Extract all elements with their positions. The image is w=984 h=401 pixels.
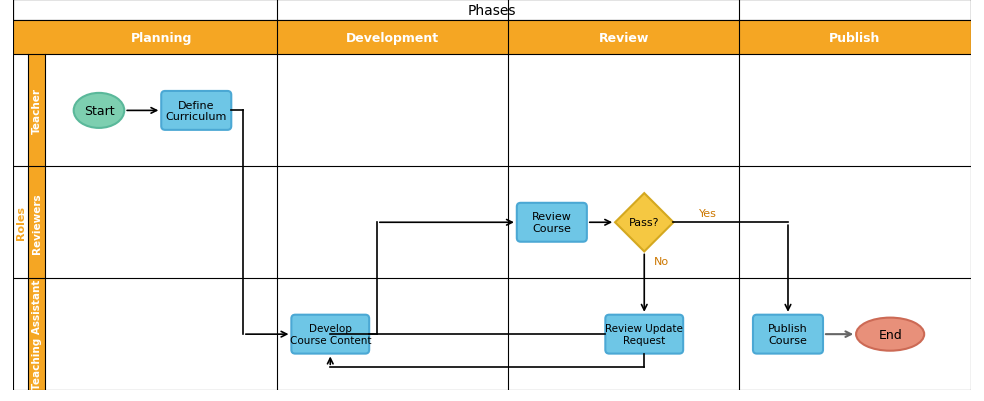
Text: Development: Development [345, 32, 439, 45]
Ellipse shape [74, 94, 124, 129]
Bar [14, 21, 970, 55]
Text: Phases: Phases [467, 4, 517, 18]
Text: Planning: Planning [131, 32, 192, 45]
Text: Teaching Assistant: Teaching Assistant [31, 279, 41, 389]
Text: Yes: Yes [699, 208, 716, 218]
Text: Publish: Publish [830, 32, 881, 45]
Bar [28, 279, 45, 390]
Text: Roles: Roles [16, 206, 26, 240]
Bar [14, 0, 970, 21]
Text: No: No [654, 257, 669, 267]
FancyBboxPatch shape [753, 315, 823, 354]
FancyBboxPatch shape [605, 315, 683, 354]
Text: Review Update
Request: Review Update Request [605, 324, 683, 345]
Ellipse shape [856, 318, 924, 351]
Polygon shape [615, 194, 673, 252]
Text: Develop
Course Content: Develop Course Content [289, 324, 371, 345]
Text: Publish
Course: Publish Course [769, 324, 808, 345]
FancyBboxPatch shape [161, 92, 231, 130]
Text: Start: Start [84, 105, 114, 117]
Text: Reviewers: Reviewers [31, 192, 41, 253]
FancyBboxPatch shape [291, 315, 369, 354]
Text: Review
Course: Review Course [532, 212, 572, 233]
Text: Pass?: Pass? [629, 218, 659, 228]
Text: Define
Curriculum: Define Curriculum [165, 100, 227, 122]
FancyBboxPatch shape [517, 203, 586, 242]
Bar [28, 167, 45, 279]
Bar [28, 55, 45, 167]
Text: End: End [879, 328, 902, 341]
Text: Review: Review [598, 32, 648, 45]
Text: Teacher: Teacher [31, 88, 41, 134]
